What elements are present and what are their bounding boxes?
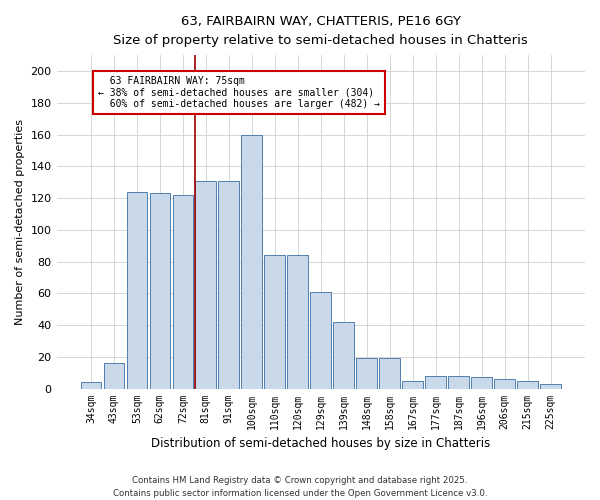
Bar (517, 380, 538, 388)
Bar (425, 376, 446, 388)
Text: Contains HM Land Registry data © Crown copyright and database right 2025.
Contai: Contains HM Land Registry data © Crown c… (113, 476, 487, 498)
Bar (241, 134, 262, 388)
Bar (403, 380, 423, 388)
Bar (104, 363, 124, 388)
Bar (80, 382, 101, 388)
Bar (149, 194, 170, 388)
Bar (472, 378, 492, 388)
Bar (310, 292, 331, 388)
Bar (196, 180, 216, 388)
Bar (218, 180, 239, 388)
Bar (379, 358, 400, 388)
Bar (356, 358, 377, 388)
Bar (127, 192, 147, 388)
Bar (448, 376, 469, 388)
Bar (494, 379, 515, 388)
Title: 63, FAIRBAIRN WAY, CHATTERIS, PE16 6GY
Size of property relative to semi-detache: 63, FAIRBAIRN WAY, CHATTERIS, PE16 6GY S… (113, 15, 528, 47)
Y-axis label: Number of semi-detached properties: Number of semi-detached properties (15, 119, 25, 325)
Bar (173, 195, 193, 388)
Bar (287, 255, 308, 388)
Bar (265, 255, 285, 388)
Bar (540, 384, 561, 388)
Bar (334, 322, 354, 388)
Text: 63 FAIRBAIRN WAY: 75sqm
← 38% of semi-detached houses are smaller (304)
  60% of: 63 FAIRBAIRN WAY: 75sqm ← 38% of semi-de… (98, 76, 380, 109)
X-axis label: Distribution of semi-detached houses by size in Chatteris: Distribution of semi-detached houses by … (151, 437, 490, 450)
